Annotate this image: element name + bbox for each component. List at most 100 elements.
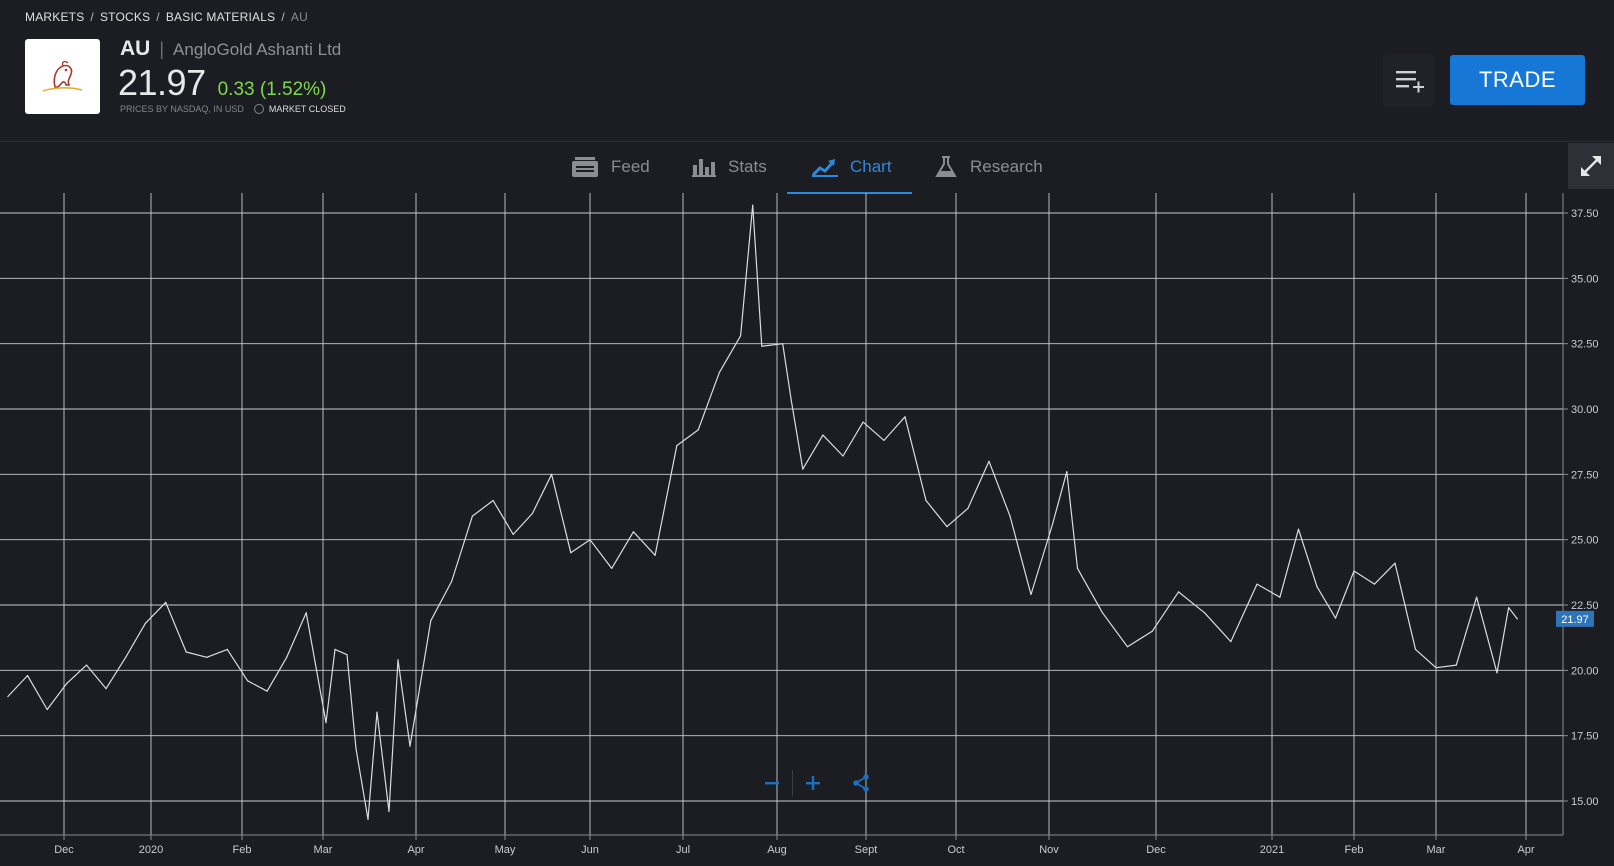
price-point [570,552,572,554]
x-tick-label: Apr [407,844,424,856]
x-tick-label: Mar [314,844,333,856]
price-point [1394,562,1396,564]
price-point [1297,528,1300,530]
price-point [761,345,763,347]
price-point [66,682,68,684]
x-tick-label: Aug [767,844,787,856]
x-tick-label: 2021 [1260,844,1284,856]
y-tick-label: 20.00 [1571,665,1599,677]
price-point [125,656,127,658]
breadcrumb-separator: / [156,10,160,24]
price-point [531,512,534,515]
price-point [334,648,336,650]
price-point [1151,630,1153,632]
share-chart-button[interactable] [841,767,881,799]
breadcrumb-separator: / [281,10,285,24]
price-point [1066,471,1068,473]
price-point [430,620,432,622]
trade-button[interactable]: TRADE [1450,55,1585,105]
price-chart[interactable]: 37.50 35.00 32.50 30.00 27.50 25.00 22.50 20.00… [0,193,1614,866]
price-point [1316,586,1318,588]
breadcrumb-markets[interactable]: MARKETS [25,10,85,24]
price-point [7,695,9,698]
plus-icon [806,776,820,790]
price-point [367,818,369,820]
tab-chart-label: Chart [850,157,892,176]
price-point [802,468,804,470]
price-point [676,445,678,447]
company-name: AngloGold Ashanti Ltd [173,40,342,59]
price-point [451,580,453,583]
tab-stats-label: Stats [728,157,767,176]
price-point [206,656,208,658]
chart-icon [812,159,838,177]
zoom-out-button[interactable] [752,767,792,799]
chart-zoom-controls [752,767,881,799]
price-point [492,499,494,502]
x-tick-label: Feb [233,844,252,856]
tab-stats[interactable]: Stats [692,142,767,192]
price-point [1030,593,1032,596]
price-point [471,515,473,517]
tab-research[interactable]: Research [934,142,1043,192]
list-add-icon [1396,71,1424,93]
price-point [1414,648,1417,650]
price-point [611,567,613,569]
price-point [1353,570,1355,572]
price-point [409,745,411,747]
price-point [286,656,288,658]
price-point [1279,596,1281,598]
price-point [697,429,699,431]
zoom-divider [792,770,793,796]
price-point [1009,515,1011,517]
x-tick-label: 2020 [139,844,163,856]
price-point [752,204,754,206]
price-point [654,554,656,556]
price-point [247,680,249,682]
y-tick-label: 25.00 [1571,535,1599,547]
price-point [46,708,48,711]
x-tick-label: Dec [1146,844,1166,856]
price-point [1204,612,1206,614]
price-point [1101,612,1104,614]
price-point [355,748,357,750]
price-point [165,601,167,603]
price-point [782,343,784,345]
x-tick-label: Jul [676,844,690,856]
anglogold-lion-icon [42,60,83,92]
x-tick-label: May [495,844,516,856]
price-point [1508,607,1510,609]
last-price-badge [1556,610,1594,627]
price-point [946,526,948,528]
clock-icon [253,104,264,114]
fullscreen-button[interactable] [1568,143,1614,189]
research-icon [935,156,957,177]
price-change: 0.33 (1.52%) [217,79,327,100]
price-point [1435,667,1437,669]
y-tick-label: 15.00 [1571,796,1599,808]
breadcrumb-stocks[interactable]: STOCKS [99,10,151,24]
breadcrumb-separator: / [90,10,94,24]
price-point [1230,641,1232,643]
price-point [883,439,885,441]
zoom-in-button[interactable] [793,767,833,799]
price-point [1076,567,1079,569]
price-point [346,654,348,656]
expand-icon [1581,156,1601,176]
price-point [397,659,399,661]
price-point [1516,618,1518,620]
breadcrumb-basic-materials[interactable]: BASIC MATERIALS [165,10,276,24]
price-point [904,416,906,418]
minus-icon [765,782,779,785]
x-tick-label: Sept [855,844,878,856]
title-divider: | [159,39,165,59]
tab-research-label: Research [970,157,1043,176]
company-logo [25,39,100,114]
y-tick-label: 37.50 [1571,208,1599,220]
tab-feed[interactable]: Feed [571,142,650,192]
x-tick-label: Apr [1517,844,1534,856]
price-point [1476,596,1478,598]
tab-chart[interactable]: Chart [787,142,912,194]
add-to-watchlist-button[interactable] [1383,55,1435,107]
price-point [822,434,824,436]
